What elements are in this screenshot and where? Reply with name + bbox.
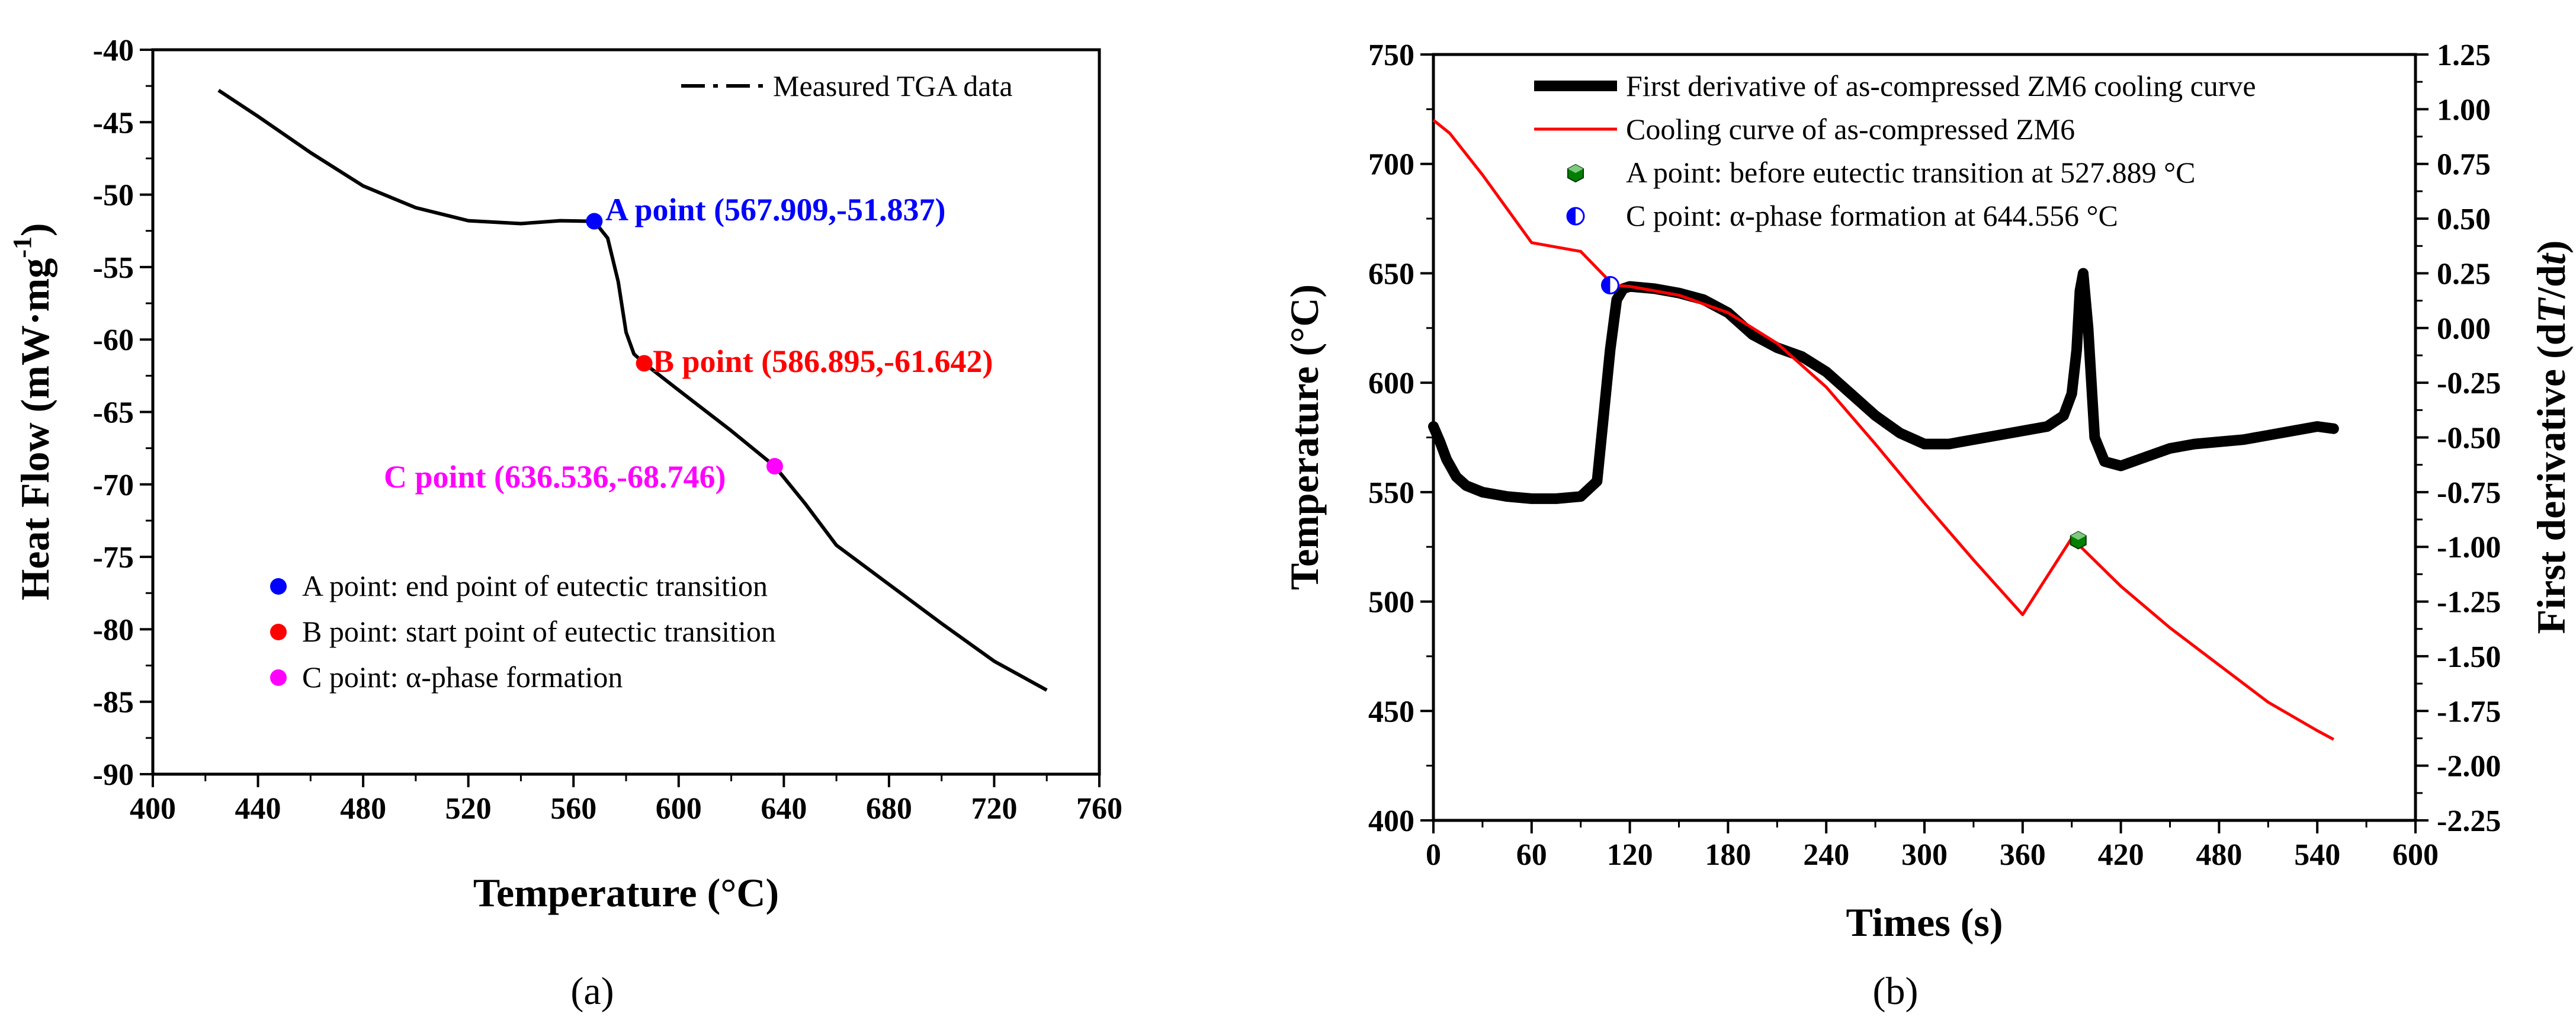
chart-a-legend-marker-b — [270, 624, 287, 640]
chart-a-legend-marker-c — [270, 669, 287, 686]
chart-b-ytick-right-label: -2.25 — [2437, 804, 2501, 838]
chart-a-ytick-label: -80 — [93, 613, 134, 647]
chart-a-point-b — [636, 355, 653, 372]
chart-a-ytick-label: -70 — [93, 469, 134, 502]
chart-a-ytick-label: -50 — [93, 179, 134, 213]
chart-a-ylabel: Heat Flow (mW·mg-1) — [8, 223, 57, 600]
chart-b-ytick-right-label: -0.25 — [2437, 367, 2501, 400]
chart-a-legend-marker-a — [270, 578, 287, 595]
chart-b-series-cooling — [1432, 118, 2334, 741]
chart-a-point-c — [766, 458, 783, 475]
chart-b-series-derivative — [1428, 268, 2339, 504]
chart-b-point-a — [2070, 531, 2087, 550]
chart-b-xtick-label: 600 — [2392, 838, 2439, 872]
chart-a-xtick-label: 720 — [971, 792, 1017, 826]
chart-b-legend-marker-a — [1567, 163, 1584, 183]
chart-b-ytick-right-label: 0.75 — [2437, 148, 2491, 182]
chart-b-xtick-label: 420 — [2098, 838, 2144, 872]
chart-b-legend-derivative: First derivative of as-compressed ZM6 co… — [1626, 69, 2256, 102]
chart-b-ytick-right-label: -0.75 — [2437, 476, 2501, 510]
chart-b-ytick-right-label: -1.25 — [2437, 586, 2501, 620]
chart-b-ytick-right-label: 0.50 — [2437, 203, 2491, 236]
chart-b-xtick-label: 180 — [1705, 838, 1751, 872]
chart-a-label-c: C point (636.536,-68.746) — [384, 459, 726, 495]
chart-a-xtick-label: 520 — [445, 792, 492, 826]
chart-b: 0 60 120 180 240 300 360 420 480 540 600 400 450 500… — [1282, 39, 2574, 1013]
chart-a-xlabel: Temperature (°C) — [473, 870, 779, 915]
chart-a-xtick-label: 640 — [761, 792, 807, 826]
chart-a-xtick-label: 400 — [130, 792, 176, 826]
chart-a-point-a — [586, 213, 603, 230]
chart-b-ytick-right-label: -2.00 — [2437, 750, 2501, 784]
chart-b-ytick-right-label: 1.25 — [2437, 39, 2491, 72]
chart-a-legend-b: B point: start point of eutectic transit… — [302, 615, 776, 648]
chart-a-ytick-label: -60 — [93, 323, 134, 357]
chart-b-ytick-right-label: 0.00 — [2437, 312, 2491, 346]
chart-b-ytick-right-label: 0.25 — [2437, 257, 2491, 291]
chart-a-legend-label: Measured TGA data — [773, 69, 1013, 102]
chart-a-ytick-label: -65 — [93, 396, 134, 430]
chart-b-xtick-label: 240 — [1803, 838, 1849, 872]
chart-b-ytick-left-label: 400 — [1368, 804, 1414, 838]
chart-b-legend-cooling: Cooling curve of as-compressed ZM6 — [1626, 113, 2075, 146]
chart-b-xtick-label: 300 — [1901, 838, 1948, 872]
chart-b-xtick-label: 480 — [2196, 838, 2242, 872]
chart-b-xtick-label: 360 — [2000, 838, 2046, 872]
chart-a-label-a: A point (567.909,-51.837) — [605, 192, 946, 227]
chart-b-ylabel-left: Temperature (°C) — [1282, 284, 1327, 590]
chart-a-ytick-label: -90 — [93, 758, 134, 792]
chart-a-ytick-label: -45 — [93, 106, 134, 140]
chart-b-ytick-right-label: 1.00 — [2437, 93, 2491, 127]
chart-a-legend-a: A point: end point of eutectic transitio… — [302, 569, 768, 602]
chart-a-series-line — [217, 88, 1048, 692]
chart-a-caption: (a) — [570, 970, 614, 1013]
chart-b-xtick-label: 120 — [1607, 838, 1653, 872]
chart-a-frame — [151, 48, 1101, 776]
chart-b-legend-c: C point: α-phase formation at 644.556 °C — [1626, 199, 2118, 232]
chart-b-legend-marker-c — [1566, 207, 1585, 226]
chart-b-xtick-label: 540 — [2294, 838, 2340, 872]
chart-b-ytick-right-label: -0.50 — [2437, 422, 2501, 456]
chart-b-ytick-left-label: 700 — [1368, 148, 1414, 182]
chart-b-ytick-left-label: 750 — [1368, 39, 1414, 72]
chart-a-legend-c: C point: α-phase formation — [302, 660, 623, 694]
chart-b-ytick-right-label: -1.75 — [2437, 695, 2501, 729]
chart-a-xtick-label: 680 — [866, 792, 912, 826]
chart-b-ytick-right-label: -1.50 — [2437, 640, 2501, 674]
chart-a-ytick-label: -40 — [93, 34, 134, 68]
chart-b-xlabel: Times (s) — [1846, 900, 2003, 945]
chart-b-ytick-left-label: 550 — [1368, 476, 1414, 510]
chart-b-xtick-label: 60 — [1516, 838, 1547, 872]
chart-b-point-c — [1600, 276, 1619, 295]
chart-b-ytick-right-label: -1.00 — [2437, 531, 2501, 564]
chart-b-caption: (b) — [1873, 970, 1919, 1013]
chart-a-ytick-label: -85 — [93, 686, 134, 720]
chart-b-ylabel-right: First derivative (dT/dt) — [2529, 240, 2574, 634]
chart-b-ytick-left-label: 650 — [1368, 257, 1414, 291]
chart-a-xtick-label: 600 — [656, 792, 702, 826]
chart-a-xtick-label: 760 — [1076, 792, 1122, 826]
chart-b-legend-a: A point: before eutectic transition at 5… — [1626, 156, 2195, 189]
chart-b-ytick-left-label: 450 — [1368, 695, 1414, 729]
chart-a-ytick-label: -75 — [93, 541, 134, 575]
chart-a-label-b: B point (586.895,-61.642) — [653, 344, 993, 379]
chart-a-xtick-label: 560 — [550, 792, 596, 826]
chart-a-xtick-label: 440 — [235, 792, 281, 826]
chart-b-ytick-left-label: 600 — [1368, 367, 1414, 400]
chart-b-xtick-label: 0 — [1426, 838, 1441, 872]
chart-a-xtick-label: 480 — [340, 792, 386, 826]
chart-b-ytick-left-label: 500 — [1368, 586, 1414, 620]
chart-a-ytick-label: -55 — [93, 251, 134, 285]
chart-a: 400 440 480 520 560 600 640 680 720 760 -90 -85 -80… — [8, 34, 1122, 1013]
